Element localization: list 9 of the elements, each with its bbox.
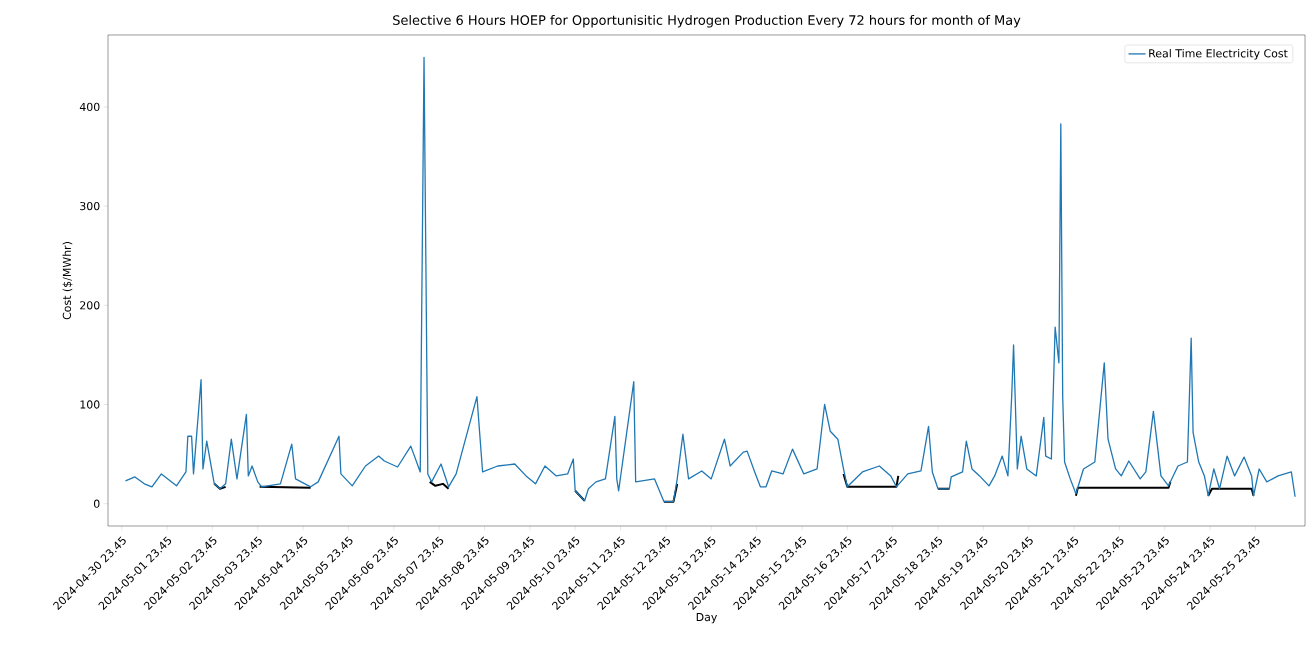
x-axis-title: Day (696, 612, 718, 624)
y-tick-label: 200 (80, 301, 100, 310)
y-tick-label: 400 (79, 102, 100, 112)
chart-title: Selective 6 Hours HOEP for Opportunisitic Hydrogen Production Every 72 hours for month of May (393, 14, 1021, 28)
legend-label: Real Time Electricity Cost (1149, 49, 1288, 60)
y-axis-title: Cost ($/MWhr) (62, 242, 73, 320)
y-tick-label: 0 (93, 499, 100, 508)
y-tick-label: 100 (80, 400, 100, 409)
y-tick-label: 300 (80, 201, 100, 211)
